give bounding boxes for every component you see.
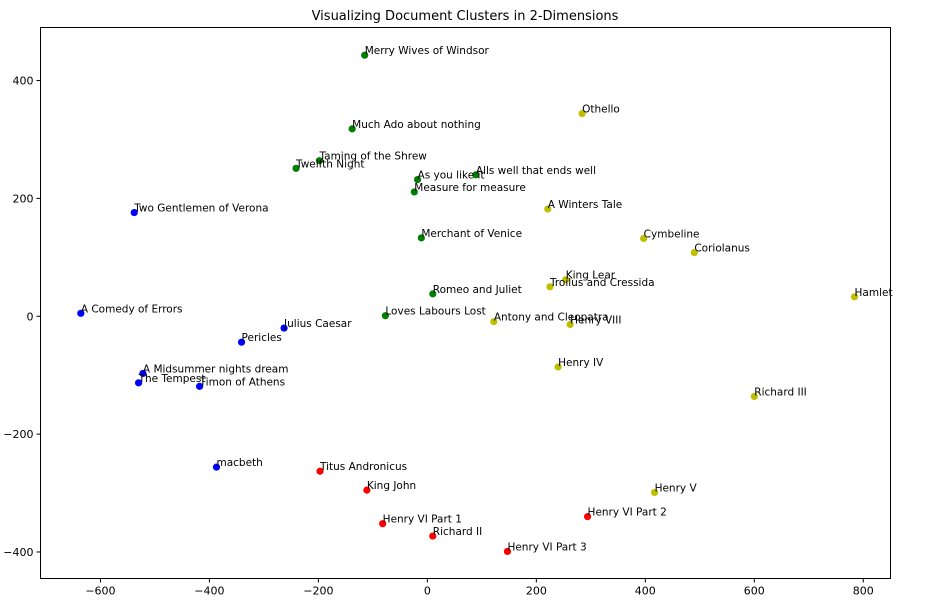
data-point (546, 283, 554, 291)
data-point (134, 379, 143, 387)
data-point-label: Alls well that ends well (476, 165, 596, 177)
data-point-label: King Lear (566, 270, 616, 282)
data-point (544, 205, 552, 213)
data-point (379, 520, 387, 528)
axis-ticks: −600 −400 −200 0 200 400 600 800 −400 −200 0 200 400 (3, 75, 873, 598)
data-point (429, 532, 437, 540)
data-point (361, 51, 369, 59)
x-tick-label: −600 (85, 585, 115, 598)
data-point-label: Henry VIII (570, 315, 621, 327)
data-point (348, 125, 356, 133)
data-point (413, 175, 422, 184)
data-point (554, 363, 562, 371)
data-point-label: Henry V (655, 482, 698, 494)
data-point-label: Titus Andronicus (319, 461, 407, 473)
data-point-label: Henry VI Part 2 (588, 507, 667, 519)
data-point (381, 312, 390, 320)
data-point (503, 547, 512, 555)
data-point-label: Taming of the Shrew (318, 151, 427, 163)
data-point (292, 164, 300, 172)
data-point (417, 234, 425, 242)
data-point (130, 208, 138, 217)
y-tick-label: 200 (13, 192, 34, 205)
data-point (363, 486, 371, 494)
data-point (280, 324, 288, 332)
data-point-label: Two Gentlemen of Verona (133, 203, 268, 215)
data-point-label: Romeo and Juliet (433, 284, 522, 296)
data-point (472, 171, 480, 179)
data-point (850, 293, 859, 301)
data-point (139, 369, 147, 378)
data-point-label: Henry VI Part 1 (383, 514, 462, 526)
data-point-label: A Comedy of Errors (81, 303, 183, 315)
x-tick-label: 800 (853, 585, 874, 598)
data-point (410, 188, 418, 196)
x-tick-label: 200 (526, 585, 547, 598)
data-point-label: King John (367, 480, 416, 492)
data-point (315, 157, 324, 165)
data-point-label: Merchant of Venice (421, 228, 522, 240)
data-point-label: The Tempest (138, 373, 206, 385)
data-point-label: Antony and Cleopatra (494, 312, 609, 324)
data-point (640, 234, 648, 243)
data-points (77, 51, 859, 555)
data-point-label: Othello (582, 104, 620, 116)
plot-area-frame (40, 27, 891, 579)
data-point-label: Julius Caesar (283, 318, 352, 330)
x-tick-label: 600 (744, 585, 765, 598)
data-point-label: Cymbeline (644, 228, 700, 240)
data-point-label: macbeth (216, 457, 262, 469)
data-point-label: Timon of Athens (199, 376, 285, 388)
data-point-label: Merry Wives of Windsor (365, 45, 490, 57)
data-point-label: Measure for measure (414, 182, 526, 194)
data-point-label: Troilus and Cressida (549, 277, 655, 289)
x-tick-label: 0 (424, 585, 431, 598)
data-point (429, 290, 437, 298)
data-point-label: Richard III (754, 386, 807, 398)
data-point (583, 513, 592, 521)
data-point-label: A Midsummer nights dream (143, 363, 289, 375)
data-point (690, 249, 698, 257)
data-point-label: Henry IV (558, 357, 604, 369)
y-tick-label: 400 (13, 75, 34, 88)
data-point (750, 392, 758, 401)
data-point (650, 488, 659, 497)
x-tick-label: 400 (635, 585, 656, 598)
data-point-label: Twelfth Night (295, 158, 364, 170)
x-tick-label: −400 (194, 585, 224, 598)
data-labels: Merry Wives of Windsor Much Ado about not… (81, 45, 893, 553)
data-point (316, 467, 324, 475)
chart-title: Visualizing Document Clusters in 2-Dimen… (312, 9, 619, 24)
data-point (212, 463, 221, 471)
data-point (77, 309, 85, 317)
data-point (566, 320, 574, 329)
y-tick-label: 0 (27, 310, 34, 323)
y-tick-label: −400 (3, 546, 33, 559)
data-point-label: Richard II (433, 526, 482, 538)
data-point-label: Pericles (242, 332, 282, 344)
x-tick-label: −200 (303, 585, 333, 598)
data-point-label: Loves Labours Lost (385, 306, 485, 318)
data-point (490, 317, 498, 326)
data-point (237, 338, 246, 346)
data-point (196, 382, 204, 390)
data-point-label: As you like it (418, 170, 485, 182)
data-point-label: Coriolanus (694, 243, 750, 255)
data-point-label: Henry VI Part 3 (507, 541, 586, 553)
data-point (578, 109, 586, 118)
data-point-label: Much Ado about nothing (352, 119, 481, 131)
data-point (562, 276, 570, 284)
data-point-label: Hamlet (855, 287, 893, 299)
y-tick-label: −200 (3, 428, 33, 441)
data-point-label: A Winters Tale (548, 199, 622, 211)
